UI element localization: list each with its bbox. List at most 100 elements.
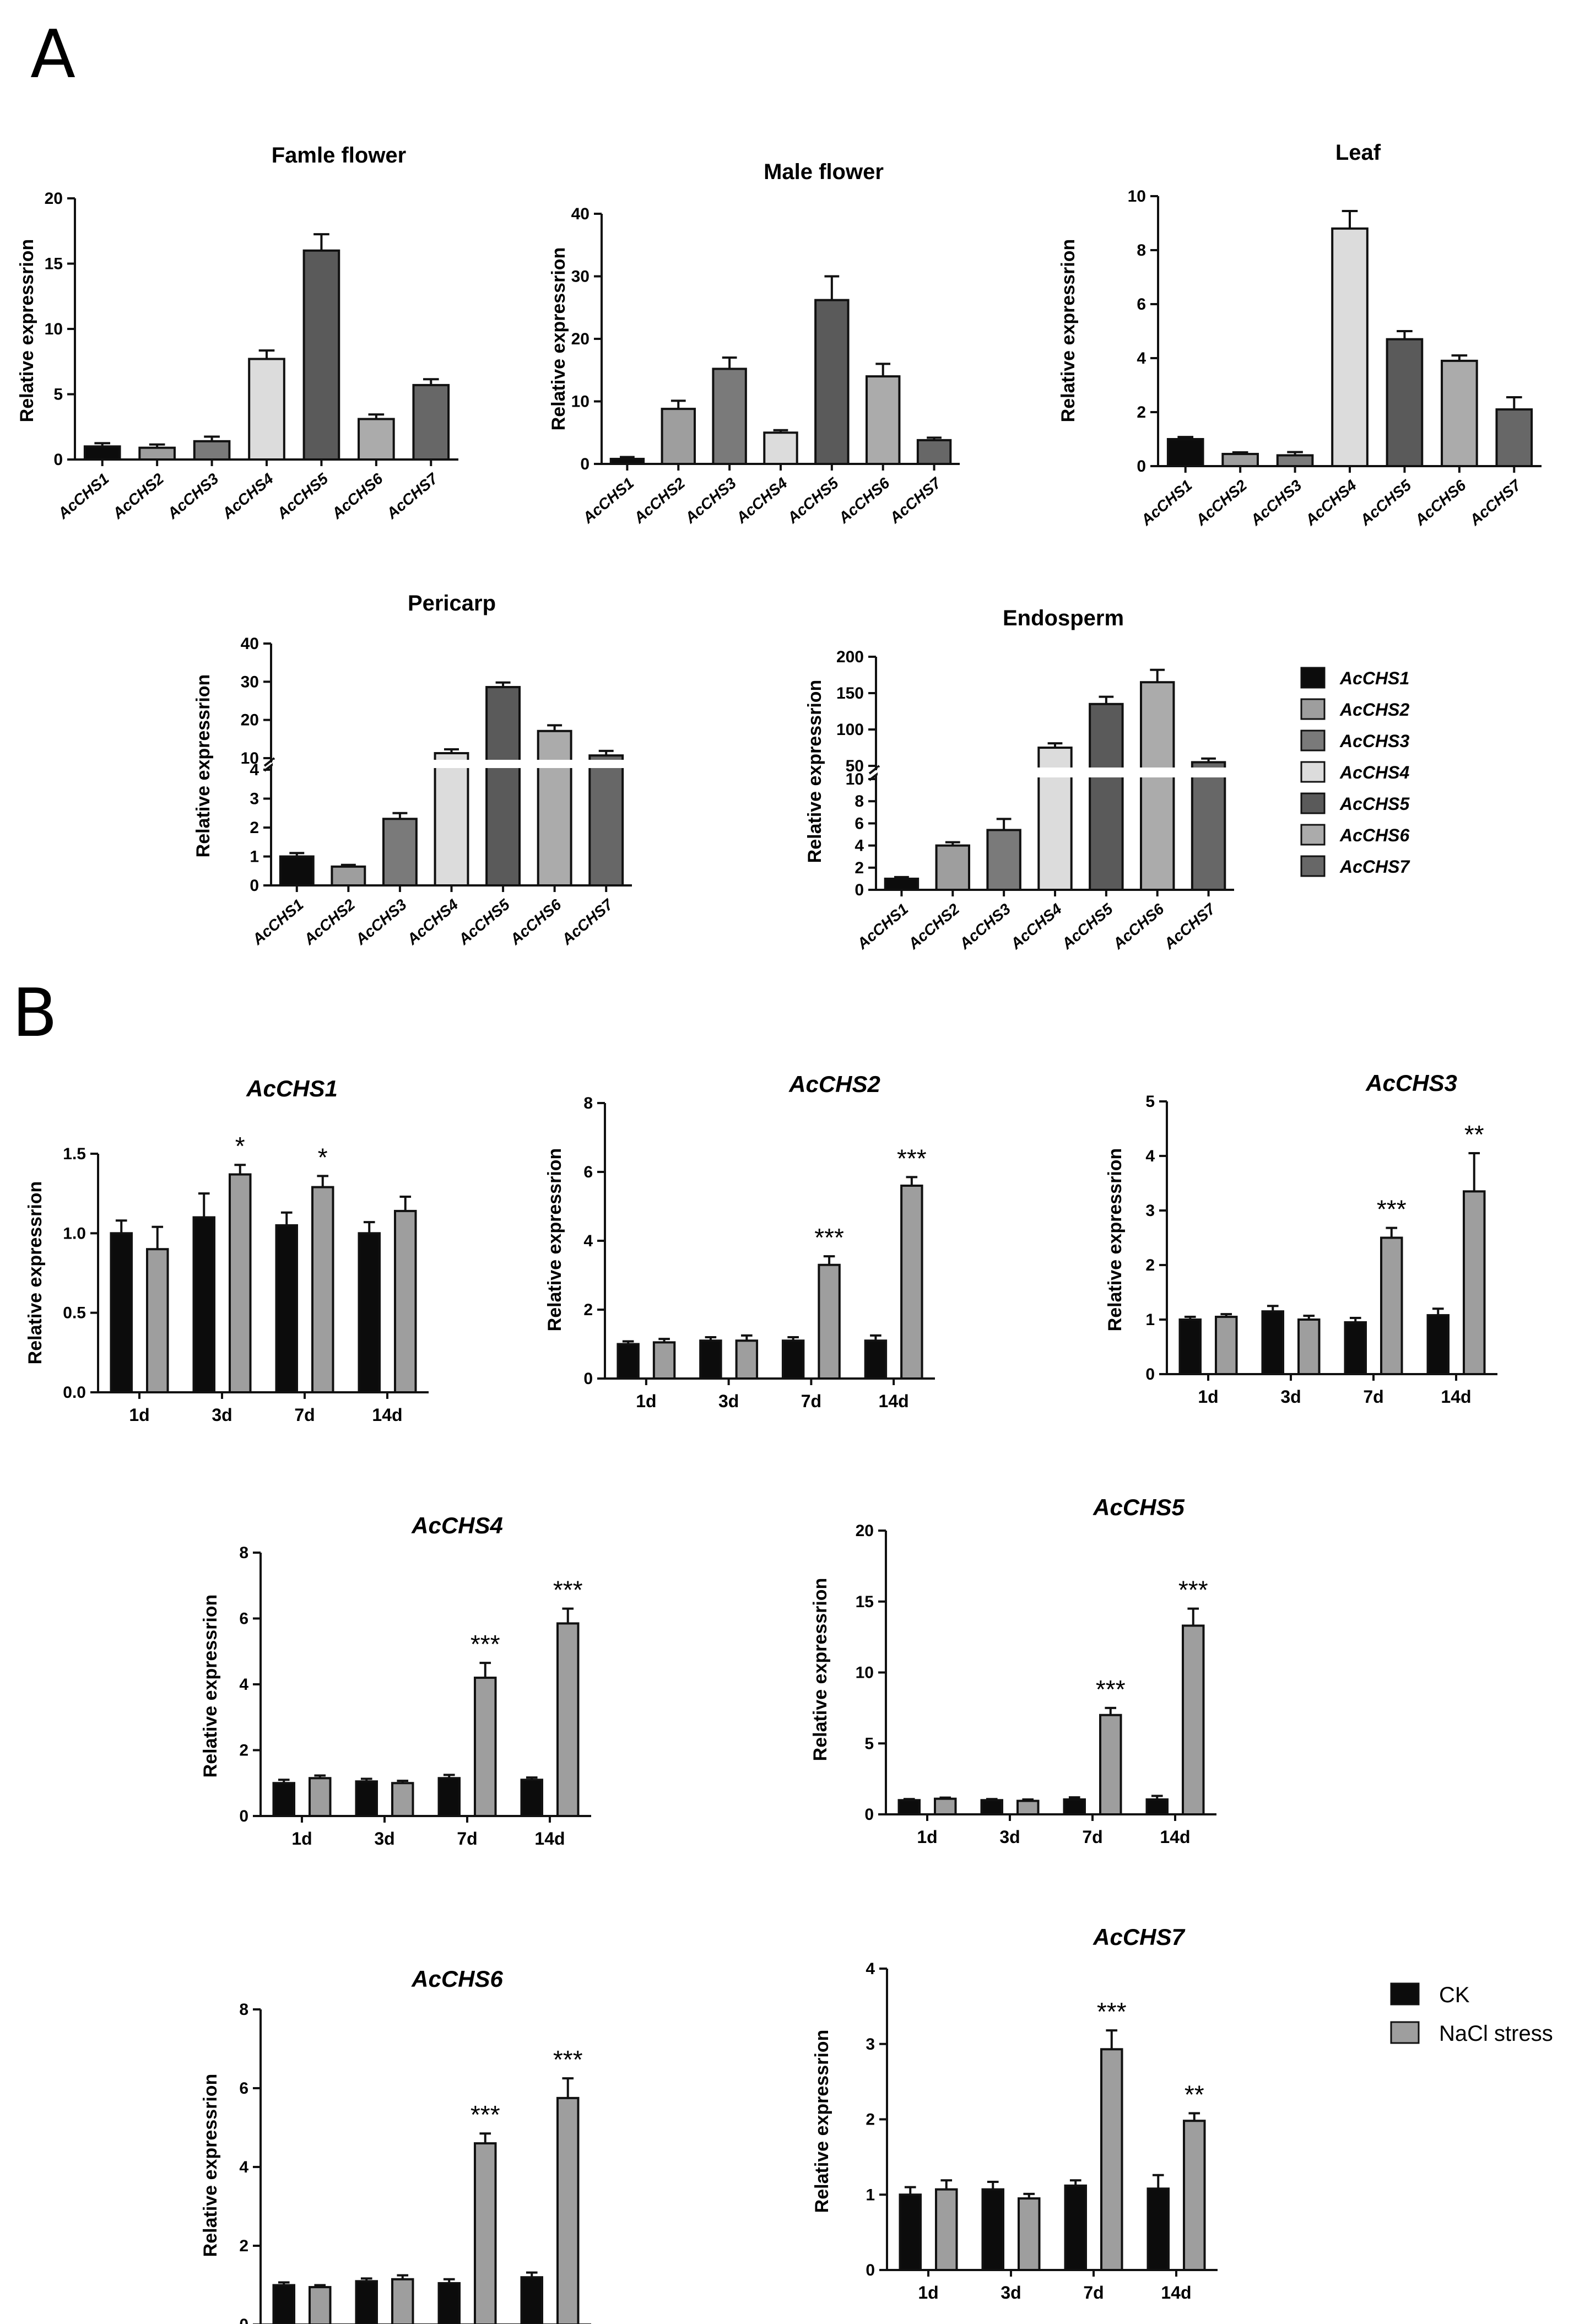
bar-AcCHS5 (814, 299, 850, 465)
bar-ck-14d (520, 1779, 543, 1817)
bar-ck-1d (110, 1232, 133, 1393)
bar-nacl-1d (934, 1797, 957, 1816)
y-axis-label: Relative expressrion (193, 674, 214, 858)
bar-AcCHS7 (588, 754, 624, 887)
x-tick-label: AcCHS3 (956, 900, 1014, 953)
bar-nacl-14d (556, 2096, 580, 2324)
bar-AcCHS2 (138, 446, 176, 461)
bar-AcCHS2 (935, 844, 970, 891)
y-tick-label: 100 (836, 721, 864, 739)
y-tick-label: 1 (250, 848, 259, 866)
legend-swatch (1300, 761, 1326, 783)
bar-nacl-7d (1100, 2048, 1123, 2271)
bar-ck-1d (616, 1343, 640, 1380)
significance-label: *** (553, 1576, 583, 1604)
bar-ck-7d (437, 2282, 461, 2324)
x-tick-label: AcCHS2 (109, 470, 167, 523)
chart-s5: AcCHS5 Relative expressrion 0 5 10 15 20 1d 3d **… (810, 1494, 1216, 1847)
x-tick-label: AcCHS3 (1247, 477, 1305, 529)
bar-AcCHS7 (1495, 408, 1533, 467)
bar-ck-3d (355, 2280, 378, 2324)
y-tick-label: 30 (571, 268, 590, 286)
x-tick-label: 14d (1441, 1387, 1471, 1407)
x-tick-label: AcCHS2 (300, 896, 359, 949)
y-tick-label: 50 (846, 757, 864, 775)
bar-ck-14d (520, 2276, 543, 2324)
y-tick-label: 4 (239, 1676, 248, 1694)
chart-title: Pericarp (408, 591, 496, 615)
significance-label: *** (1097, 1997, 1127, 2026)
x-tick-label: AcCHS1 (853, 900, 911, 953)
axis-break-gap (273, 760, 634, 768)
y-axis-label: Relative expressrion (17, 239, 37, 423)
y-tick-label: 3 (250, 790, 259, 808)
bar-ck-7d (1063, 1798, 1086, 1815)
x-tick-label: 14d (1160, 1827, 1190, 1847)
x-tick-label: 14d (372, 1405, 402, 1425)
x-tick-label: AcCHS5 (273, 470, 332, 523)
legend-label: AcCHS2 (1339, 700, 1409, 720)
x-tick-label: 7d (1082, 1827, 1102, 1847)
y-tick-label: 10 (45, 320, 63, 338)
y-tick-label: 2 (583, 1301, 593, 1319)
x-tick-label: AcCHS4 (403, 896, 462, 949)
x-tick-label: AcCHS6 (1411, 477, 1469, 529)
y-tick-label: 10 (846, 770, 864, 788)
legend-swatch (1300, 824, 1326, 846)
chart-title: AcCHS6 (411, 1966, 503, 1992)
chart-pericarp: Pericarp Relative expressrion 0 1 2 3 410 20 30 4… (193, 591, 634, 948)
chart-title: Famle flower (272, 143, 407, 167)
bar-AcCHS6 (358, 418, 395, 461)
x-tick-label: AcCHS4 (219, 470, 277, 523)
legend-label: AcCHS3 (1339, 731, 1409, 751)
legend-item-AcCHS4: AcCHS4 (1300, 761, 1409, 783)
bar-ck-7d (1344, 1321, 1367, 1375)
y-tick-label: 6 (583, 1163, 593, 1181)
legend-swatch (1390, 2021, 1420, 2044)
bar-AcCHS7 (916, 439, 952, 465)
bar-AcCHS6 (1441, 359, 1478, 468)
y-tick-label: 10 (571, 393, 590, 411)
x-tick-label: 1d (291, 1829, 312, 1849)
legend-swatch (1300, 792, 1326, 814)
y-tick-label: 5 (53, 386, 63, 404)
y-tick-label: 2 (250, 819, 259, 837)
chart-s3: AcCHS3 Relative expressrion 0 1 2 3 4 5 1d 3d *** 7… (1105, 1070, 1497, 1407)
x-tick-label: AcCHS7 (886, 474, 944, 527)
y-tick-label: 5 (864, 1734, 874, 1753)
y-tick-label: 10 (1128, 187, 1146, 206)
significance-label: *** (1178, 1576, 1208, 1604)
x-tick-label: AcCHS3 (164, 470, 222, 523)
x-tick-label: AcCHS6 (506, 896, 565, 949)
bar-AcCHS4 (248, 358, 285, 461)
y-tick-label: 1.0 (63, 1224, 86, 1242)
y-tick-label: 4 (239, 2158, 248, 2176)
significance-label: * (235, 1132, 245, 1160)
significance-label: * (318, 1143, 328, 1171)
x-tick-label: 1d (129, 1405, 149, 1425)
x-tick-label: 3d (718, 1391, 739, 1411)
x-tick-label: AcCHS7 (1466, 476, 1524, 529)
x-tick-label: AcCHS4 (1007, 900, 1066, 953)
bar-nacl-14d (1182, 1624, 1205, 1815)
y-tick-label: 4 (866, 1960, 875, 1978)
x-tick-label: AcCHS2 (630, 474, 689, 527)
y-tick-label: 15 (45, 255, 63, 273)
x-tick-label: 14d (534, 1829, 565, 1849)
bar-nacl-14d (1183, 2120, 1206, 2272)
y-tick-label: 2 (855, 859, 864, 877)
bar-AcCHS6 (1140, 681, 1175, 891)
legend-label: AcCHS4 (1339, 763, 1409, 782)
significance-label: *** (814, 1223, 844, 1252)
bar-AcCHS2 (1221, 452, 1259, 468)
x-tick-label: 14d (879, 1391, 909, 1411)
legend-item-ck: CK (1390, 1982, 1470, 2007)
chart-title: Endosperm (1003, 606, 1124, 630)
bar-nacl-1d (309, 1777, 332, 1818)
x-tick-label: AcCHS5 (1058, 900, 1116, 953)
bar-ck-1d (272, 2284, 295, 2324)
bar-nacl-7d (1099, 1714, 1122, 1815)
y-tick-label: 6 (239, 2079, 248, 2098)
bar-nacl-1d (652, 1341, 676, 1380)
